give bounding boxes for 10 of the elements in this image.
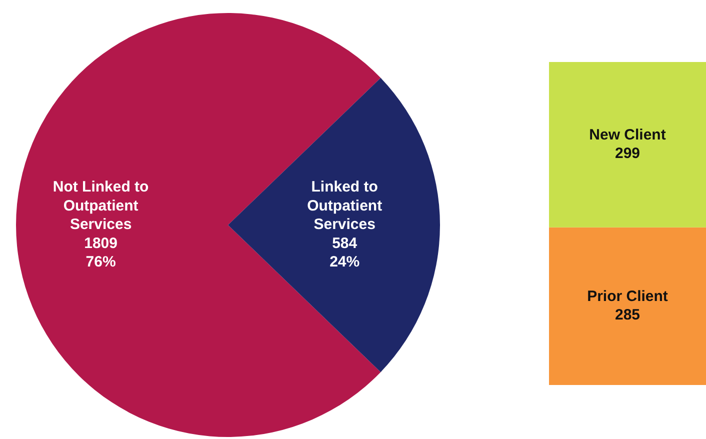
data-label: 1809 76%: [84, 234, 118, 270]
series-label: New Client: [589, 126, 666, 144]
pie-slice: [16, 13, 381, 437]
data-label: 299: [614, 145, 640, 162]
data-label: 584 24%: [330, 234, 360, 270]
series-label: Prior Client: [587, 288, 668, 305]
slice-label: Not Linked to Outpatient Services: [52, 178, 149, 233]
data-label: 285: [614, 306, 640, 324]
slice-label: Linked to Outpatient Services: [307, 178, 382, 233]
pie-slice: [228, 78, 440, 372]
